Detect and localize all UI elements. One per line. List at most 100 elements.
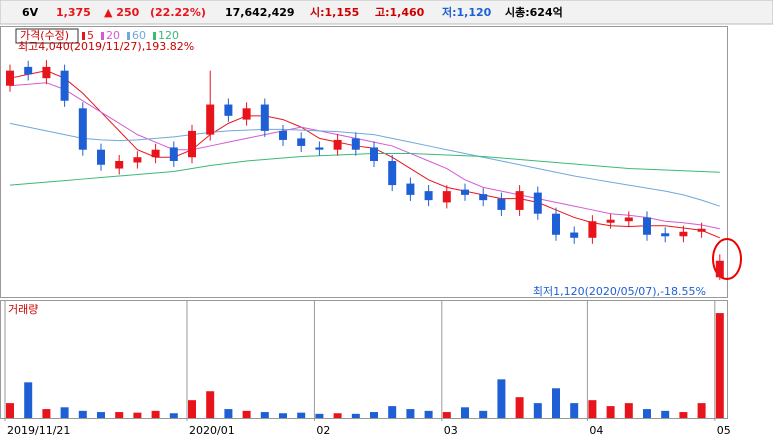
low: 저:1,120 bbox=[442, 5, 492, 19]
ma-line bbox=[9, 122, 720, 207]
candle-body bbox=[624, 217, 633, 222]
volume: 17,642,429 bbox=[225, 6, 295, 19]
legend-label: 20 bbox=[106, 29, 120, 42]
volume-bar bbox=[169, 413, 178, 418]
candle-body bbox=[697, 228, 706, 232]
volume-bar bbox=[388, 406, 397, 418]
volume-bar bbox=[515, 397, 524, 418]
price-panel bbox=[0, 26, 728, 298]
price: 1,375 bbox=[56, 6, 91, 19]
volume-bar bbox=[242, 410, 251, 418]
legend-swatch bbox=[127, 32, 130, 40]
volume-bar bbox=[442, 412, 451, 418]
ma-line bbox=[9, 82, 720, 230]
ma-line bbox=[9, 152, 720, 186]
candle-body bbox=[424, 191, 433, 201]
candle-body bbox=[533, 192, 542, 214]
candle-body bbox=[169, 147, 178, 161]
volume-title: 거래량 bbox=[8, 303, 38, 316]
candle-body bbox=[351, 138, 360, 150]
open: 시:1,155 bbox=[310, 6, 359, 19]
volume-bar bbox=[424, 410, 433, 418]
legend-box bbox=[15, 28, 79, 44]
candle-body bbox=[24, 66, 33, 75]
change: ▲ 250 bbox=[104, 6, 140, 19]
volume-bar bbox=[533, 403, 542, 418]
volume-bar bbox=[60, 407, 69, 418]
legend-swatch bbox=[153, 32, 156, 40]
volume-bar bbox=[224, 409, 233, 418]
candle-body bbox=[715, 260, 724, 278]
volume-bar bbox=[697, 403, 706, 418]
candle-body bbox=[6, 70, 14, 86]
candle-body bbox=[188, 130, 196, 158]
volume-bar bbox=[279, 413, 287, 418]
legend-title: 가격(수정) bbox=[20, 29, 69, 42]
volume-bar bbox=[188, 400, 196, 418]
legend-swatch bbox=[82, 32, 85, 40]
volume-bar bbox=[588, 400, 597, 418]
candle-body bbox=[442, 191, 451, 203]
volume-bar bbox=[115, 412, 124, 418]
candle-body bbox=[461, 189, 469, 195]
candle-body bbox=[515, 191, 524, 210]
volume-bar bbox=[715, 313, 724, 418]
volume-bar bbox=[260, 412, 269, 418]
candle-body bbox=[151, 149, 160, 158]
min-annotation: 최저1,120(2020/05/07),-18.55% bbox=[533, 285, 706, 298]
market-cap: 시총:624억 bbox=[505, 5, 563, 19]
volume-bar bbox=[24, 382, 33, 418]
volume-bar bbox=[552, 388, 560, 418]
code: 6V bbox=[22, 6, 39, 19]
legend-swatch bbox=[101, 32, 104, 40]
candle-body bbox=[78, 108, 87, 150]
volume-bar bbox=[370, 412, 378, 418]
volume-bar bbox=[497, 379, 506, 418]
volume-bar bbox=[661, 410, 670, 418]
candle-body bbox=[333, 139, 342, 150]
candle-body bbox=[661, 233, 670, 237]
candle-body bbox=[643, 217, 651, 235]
volume-bar bbox=[6, 403, 14, 418]
legend-label: 60 bbox=[132, 29, 146, 42]
candle-body bbox=[97, 149, 105, 165]
candle-body bbox=[42, 66, 51, 79]
candle-body bbox=[588, 221, 597, 238]
x-tick-label: 05 bbox=[717, 424, 731, 437]
volume-bar bbox=[297, 412, 306, 418]
volume-bar bbox=[606, 406, 615, 418]
volume-bar bbox=[570, 403, 579, 418]
candle-body bbox=[60, 70, 69, 101]
candle-body bbox=[279, 130, 287, 140]
change-pct: (22.22%) bbox=[150, 6, 206, 19]
candle-body bbox=[370, 147, 378, 161]
candle-body bbox=[570, 232, 579, 238]
volume-bar bbox=[42, 409, 51, 418]
max-annotation: 최고4,040(2019/11/27),193.82% bbox=[18, 40, 194, 53]
candle-body bbox=[606, 219, 615, 223]
candle-body bbox=[115, 160, 124, 169]
candle-body bbox=[260, 104, 269, 131]
x-tick-label: 04 bbox=[589, 424, 603, 437]
header-bar bbox=[0, 0, 773, 25]
volume-bar bbox=[406, 409, 415, 418]
x-tick-label: 03 bbox=[444, 424, 458, 437]
candle-body bbox=[679, 231, 688, 237]
candle-body bbox=[242, 108, 251, 120]
candle-body bbox=[315, 147, 324, 150]
candle-body bbox=[297, 138, 306, 146]
volume-bar bbox=[679, 412, 688, 418]
volume-bar bbox=[206, 391, 215, 418]
volume-panel bbox=[0, 300, 728, 419]
candle-body bbox=[224, 104, 233, 116]
candle-body bbox=[479, 194, 488, 201]
candle-body bbox=[133, 157, 142, 163]
volume-bar bbox=[97, 412, 105, 418]
volume-bar bbox=[643, 409, 651, 418]
legend-label: 120 bbox=[158, 29, 179, 42]
volume-bar bbox=[78, 410, 87, 418]
volume-bar bbox=[333, 413, 342, 418]
volume-bar bbox=[133, 412, 142, 418]
x-tick-label: 02 bbox=[316, 424, 330, 437]
candle-body bbox=[388, 160, 397, 186]
